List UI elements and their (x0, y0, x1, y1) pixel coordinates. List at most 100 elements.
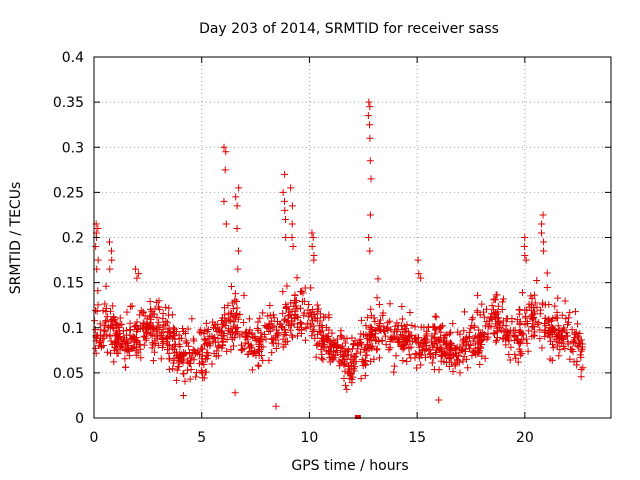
data-point (491, 330, 499, 338)
data-point (238, 330, 246, 338)
data-point (153, 313, 161, 321)
data-point (129, 343, 137, 351)
data-point (121, 347, 129, 355)
data-point (478, 352, 486, 360)
data-point (571, 308, 579, 316)
data-point (288, 333, 296, 341)
data-point (130, 344, 138, 352)
data-point (307, 308, 315, 316)
data-point (341, 351, 349, 359)
data-point (405, 333, 413, 341)
data-point (463, 355, 471, 363)
data-point (180, 327, 188, 335)
data-point (106, 331, 114, 339)
data-point (425, 346, 433, 354)
data-point (539, 301, 547, 309)
data-point (466, 345, 474, 353)
data-point (349, 373, 357, 381)
data-point (472, 351, 480, 359)
data-point (400, 322, 408, 330)
data-point (291, 292, 299, 300)
data-point (460, 339, 468, 347)
data-point (189, 335, 197, 343)
data-point (119, 337, 127, 345)
data-point (220, 143, 228, 151)
data-point (132, 265, 140, 273)
data-point (541, 328, 549, 336)
data-point (549, 315, 557, 323)
data-point (398, 315, 406, 323)
data-point (518, 350, 526, 358)
data-point (564, 321, 572, 329)
data-point (535, 319, 543, 327)
data-point (162, 303, 170, 311)
data-point (554, 294, 562, 302)
y-tick-label: 0.4 (62, 50, 84, 66)
data-point (354, 415, 361, 419)
data-point (175, 363, 183, 371)
data-point (325, 348, 333, 356)
data-point (223, 347, 231, 355)
data-point (110, 358, 118, 366)
chart-title: Day 203 of 2014, SRMTID for receiver sas… (199, 21, 499, 37)
data-point (546, 337, 554, 345)
data-point (384, 319, 392, 327)
data-point (158, 336, 166, 344)
data-point (519, 331, 527, 339)
data-point (318, 354, 326, 362)
data-point (428, 359, 436, 367)
data-point (522, 256, 530, 264)
data-point (511, 351, 519, 359)
data-point (403, 358, 411, 366)
data-point (336, 362, 344, 370)
data-point (255, 346, 263, 354)
data-point (107, 307, 115, 315)
data-point (226, 328, 234, 336)
data-point (358, 316, 366, 324)
data-point (554, 322, 562, 330)
data-point (462, 347, 469, 355)
data-point (184, 366, 192, 374)
data-point (492, 338, 500, 346)
data-point (204, 335, 212, 343)
data-point (111, 316, 119, 324)
data-point (361, 372, 369, 380)
data-point (423, 330, 431, 338)
data-point (107, 247, 115, 255)
data-point (154, 341, 162, 349)
data-point (366, 157, 374, 165)
data-point (287, 321, 295, 329)
data-point (346, 374, 354, 382)
data-point (270, 339, 278, 347)
data-point (363, 351, 371, 359)
data-point (264, 312, 272, 320)
plot-frame (93, 56, 612, 419)
data-point (101, 300, 109, 308)
data-point (568, 326, 576, 334)
data-point (476, 311, 484, 319)
data-point (196, 328, 204, 336)
data-point (492, 309, 500, 317)
data-point (474, 291, 482, 299)
data-point (392, 352, 400, 360)
data-point (555, 352, 563, 360)
data-point (101, 327, 109, 335)
data-point (309, 328, 317, 336)
data-point (333, 347, 341, 355)
data-point (310, 256, 318, 264)
data-point (432, 313, 440, 321)
data-point (487, 314, 495, 322)
data-point (442, 341, 450, 349)
data-point (513, 316, 521, 324)
data-point (268, 324, 276, 332)
data-point (164, 341, 172, 349)
data-point (222, 220, 230, 228)
data-point (287, 184, 295, 192)
data-point (198, 368, 206, 376)
data-point (341, 339, 349, 347)
data-point (545, 330, 553, 338)
data-point (385, 346, 393, 354)
data-point (540, 238, 548, 246)
data-point (93, 307, 101, 315)
data-point (208, 360, 216, 368)
